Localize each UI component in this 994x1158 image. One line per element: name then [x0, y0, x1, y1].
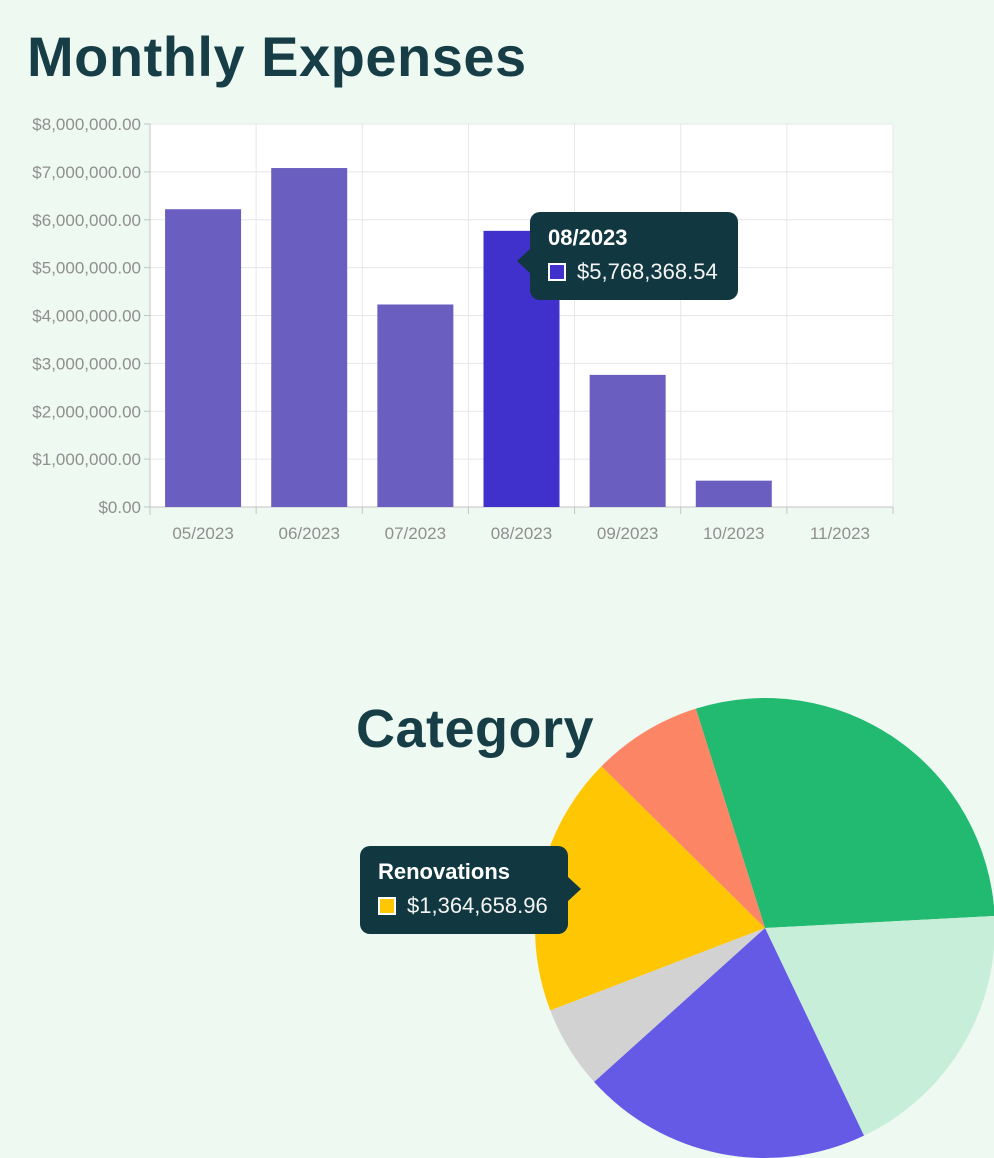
series-swatch [378, 897, 396, 915]
pie-slice-5[interactable] [601, 708, 765, 928]
svg-text:$2,000,000.00: $2,000,000.00 [32, 402, 141, 421]
svg-text:08/2023: 08/2023 [491, 524, 552, 543]
bar-09/2023[interactable] [589, 374, 666, 507]
tooltip-value: $5,768,368.54 [577, 259, 718, 284]
svg-text:$1,000,000.00: $1,000,000.00 [32, 450, 141, 469]
svg-text:$0.00: $0.00 [98, 498, 141, 517]
pie-slice-3[interactable] [550, 928, 765, 1082]
svg-text:07/2023: 07/2023 [385, 524, 446, 543]
tooltip-arrow-left [517, 248, 531, 274]
svg-text:09/2023: 09/2023 [597, 524, 658, 543]
pie-slice-0[interactable] [695, 698, 994, 928]
pie-chart-title: Category [356, 699, 595, 759]
svg-text:10/2023: 10/2023 [703, 524, 764, 543]
pie-slice-1[interactable] [765, 915, 994, 1136]
monthly-expenses-bar-chart[interactable]: $0.00 $1,000,000.00 $2,000,000.00 $3,000,00… [0, 0, 994, 560]
bar-10/2023[interactable] [695, 480, 772, 507]
svg-text:$4,000,000.00: $4,000,000.00 [32, 307, 141, 326]
svg-text:06/2023: 06/2023 [278, 524, 339, 543]
category-pie-chart[interactable] [530, 693, 994, 1158]
svg-text:11/2023: 11/2023 [810, 524, 870, 543]
svg-text:$8,000,000.00: $8,000,000.00 [32, 115, 141, 134]
series-swatch [548, 263, 566, 281]
tooltip-value: $1,364,658.96 [407, 893, 548, 918]
svg-text:$3,000,000.00: $3,000,000.00 [32, 354, 141, 373]
tooltip-arrow-right [566, 876, 581, 902]
bar-07/2023[interactable] [377, 304, 454, 507]
pie-slice-2[interactable] [594, 928, 865, 1158]
svg-text:$5,000,000.00: $5,000,000.00 [32, 259, 141, 278]
svg-text:$7,000,000.00: $7,000,000.00 [32, 163, 141, 182]
tooltip-title: 08/2023 [548, 225, 628, 250]
svg-text:05/2023: 05/2023 [172, 524, 233, 543]
bar-06/2023[interactable] [271, 168, 348, 508]
bar-05/2023[interactable] [165, 209, 242, 507]
pie-chart-tooltip: Renovations $1,364,658.96 [360, 846, 581, 934]
bar-chart-tooltip: 08/2023 $5,768,368.54 [517, 212, 738, 300]
tooltip-title: Renovations [378, 859, 511, 884]
svg-text:$6,000,000.00: $6,000,000.00 [32, 211, 141, 230]
pie-slice-Renovations[interactable] [535, 766, 765, 1011]
bar-chart-title: Monthly Expenses [27, 25, 527, 88]
